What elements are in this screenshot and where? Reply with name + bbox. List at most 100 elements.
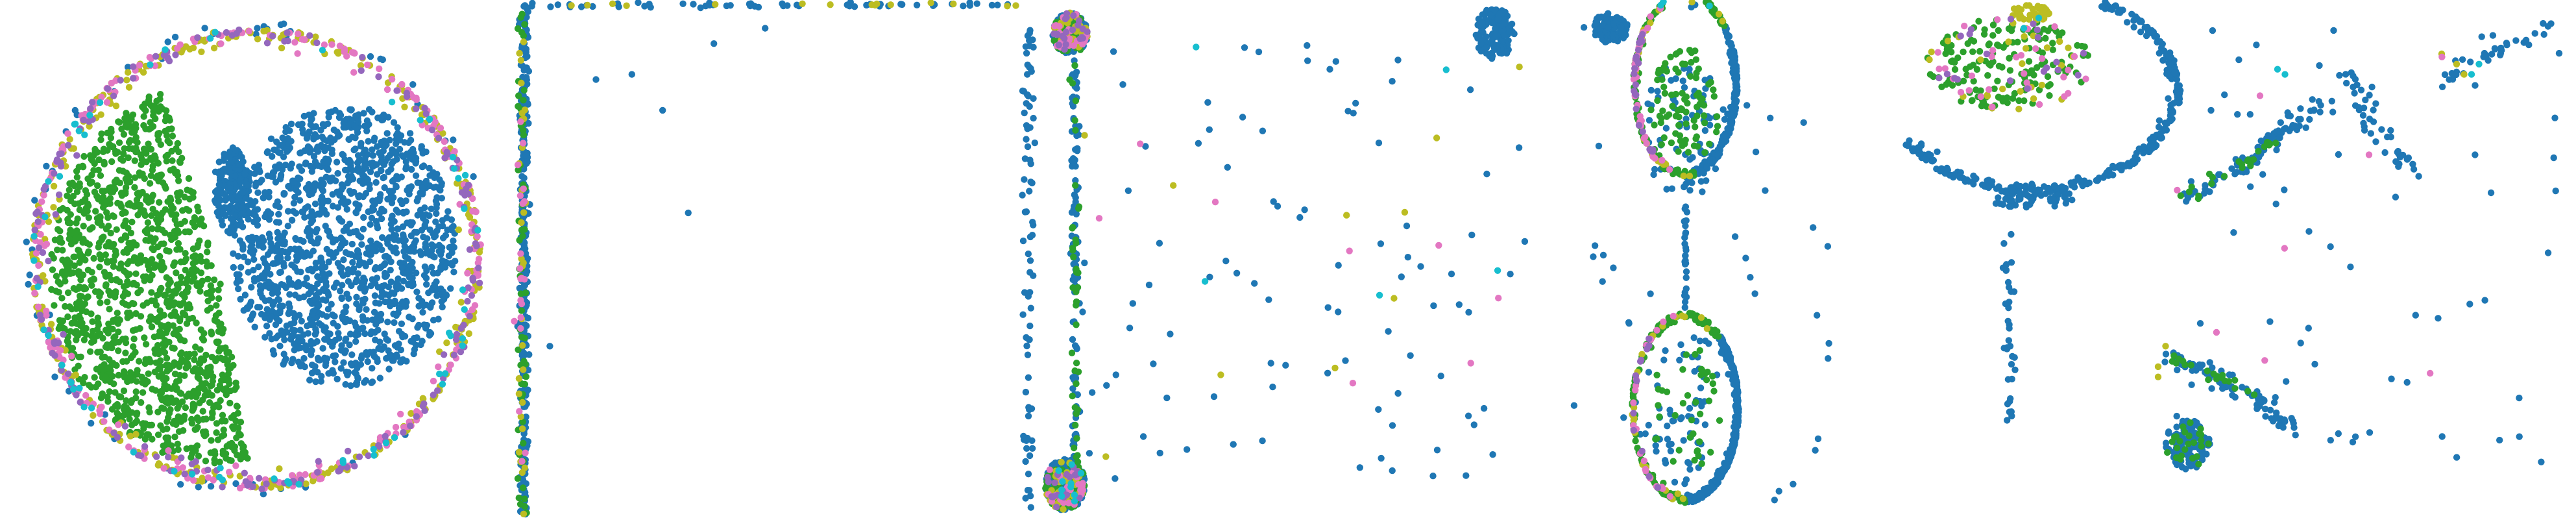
scatter-point xyxy=(426,212,433,219)
scatter-point xyxy=(112,150,119,157)
scatter-point xyxy=(1023,49,1030,57)
scatter-point xyxy=(311,363,319,370)
scatter-point xyxy=(167,278,174,286)
scatter-point xyxy=(86,180,94,187)
scatter-point xyxy=(413,288,420,295)
scatter-point xyxy=(207,483,215,490)
scatter-point xyxy=(158,312,165,319)
scatter-point xyxy=(230,250,237,257)
scatter-point xyxy=(181,258,189,265)
scatter-point xyxy=(1477,40,1485,47)
scatter-point xyxy=(152,235,159,242)
scatter-point xyxy=(189,314,197,322)
scatter-point xyxy=(138,156,145,163)
scatter-point xyxy=(381,184,388,191)
scatter-point xyxy=(261,273,268,280)
scatter-point xyxy=(162,153,169,160)
scatter-point xyxy=(139,188,146,196)
scatter-point xyxy=(450,351,458,359)
scatter-point xyxy=(464,269,471,277)
scatter-point xyxy=(514,25,522,32)
scatter-point xyxy=(160,240,167,247)
scatter-point xyxy=(306,213,313,220)
scatter-point xyxy=(260,237,267,245)
scatter-point xyxy=(685,209,692,217)
scatter-point xyxy=(358,279,365,286)
scatter-point xyxy=(332,177,339,184)
scatter-point xyxy=(592,76,600,83)
scatter-point xyxy=(413,413,420,420)
scatter-point xyxy=(319,133,326,141)
scatter-point xyxy=(156,199,163,206)
scatter-point xyxy=(284,478,291,485)
scatter-point xyxy=(261,260,269,267)
scatter-point xyxy=(521,106,529,114)
scatter-point xyxy=(326,232,334,240)
scatter-point xyxy=(379,56,386,64)
scatter-point xyxy=(406,314,413,321)
scatter-point xyxy=(169,344,176,352)
scatter-point xyxy=(352,125,360,132)
scatter-point xyxy=(290,310,297,317)
scatter-point xyxy=(115,347,122,354)
scatter-point xyxy=(329,343,336,350)
scatter-point xyxy=(162,117,169,125)
scatter-point xyxy=(150,112,157,119)
scatter-point xyxy=(376,300,383,307)
scatter-point xyxy=(196,221,203,228)
scatter-point xyxy=(314,469,321,476)
scatter-point xyxy=(1027,322,1034,330)
scatter-point xyxy=(45,332,52,339)
scatter-point xyxy=(112,103,120,110)
scatter-point xyxy=(276,465,283,473)
scatter-point xyxy=(184,354,191,361)
scatter-point xyxy=(229,423,236,430)
scatter-point xyxy=(152,53,160,60)
scatter-point xyxy=(1028,179,1036,187)
scatter-point xyxy=(352,134,359,142)
scatter-point xyxy=(110,257,117,265)
scatter-point xyxy=(399,223,407,230)
scatter-point xyxy=(827,1,834,8)
scatter-point xyxy=(110,317,117,324)
scatter-point xyxy=(311,158,319,166)
scatter-point xyxy=(131,184,138,191)
scatter-point xyxy=(287,120,295,128)
scatter-point xyxy=(352,338,359,345)
scatter-point xyxy=(123,397,130,404)
scatter-point xyxy=(230,362,237,369)
scatter-point xyxy=(249,234,256,241)
scatter-point xyxy=(519,484,527,491)
scatter-point xyxy=(354,118,362,126)
scatter-point xyxy=(393,351,400,358)
scatter-point xyxy=(96,293,103,300)
scatter-point xyxy=(236,237,244,244)
scatter-point xyxy=(310,296,317,303)
scatter-point xyxy=(382,432,389,440)
scatter-point xyxy=(121,374,128,381)
scatter-point xyxy=(461,171,469,179)
scatter-point xyxy=(97,111,104,118)
scatter-point xyxy=(306,32,313,39)
scatter-point xyxy=(368,214,376,221)
scatter-point xyxy=(473,242,480,250)
scatter-point xyxy=(401,243,408,250)
scatter-point xyxy=(267,135,275,142)
scatter-point xyxy=(517,56,525,64)
scatter-point xyxy=(749,2,756,9)
scatter-point xyxy=(363,306,370,313)
scatter-point xyxy=(162,338,170,345)
scatter-point xyxy=(520,185,527,192)
scatter-point xyxy=(394,225,401,232)
scatter-point xyxy=(314,273,321,280)
scatter-point xyxy=(384,318,391,326)
scatter-point xyxy=(246,301,253,308)
scatter-point xyxy=(418,143,425,150)
scatter-point xyxy=(316,475,323,483)
scatter-point xyxy=(194,34,201,42)
scatter-point xyxy=(155,136,162,143)
scatter-point xyxy=(398,300,406,307)
scatter-point xyxy=(457,325,465,332)
scatter-point xyxy=(520,38,528,45)
scatter-point xyxy=(396,259,404,267)
